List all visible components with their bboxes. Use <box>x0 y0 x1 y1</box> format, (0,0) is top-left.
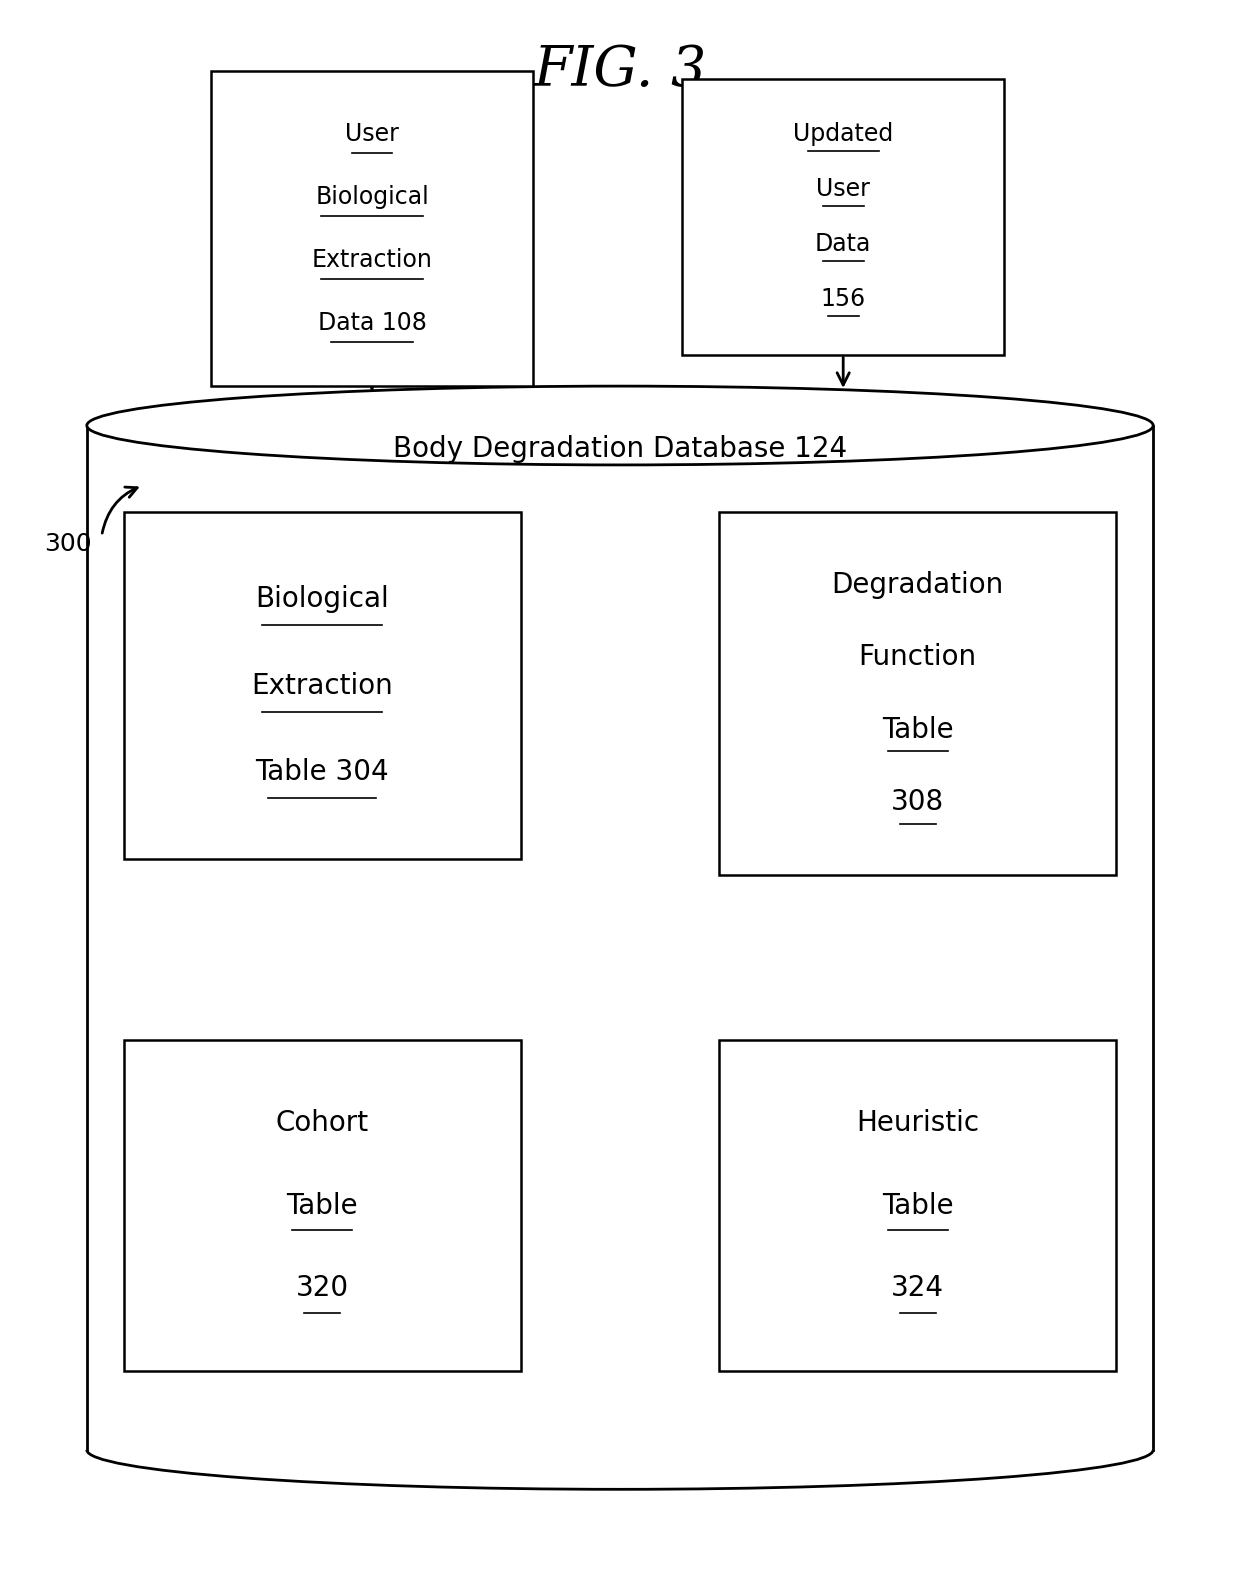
Bar <box>124 1040 521 1371</box>
Ellipse shape <box>87 386 1153 465</box>
Text: FIG. 3: FIG. 3 <box>533 44 707 98</box>
Bar <box>719 512 1116 875</box>
Text: Table: Table <box>882 1191 954 1220</box>
Text: Table: Table <box>286 1191 358 1220</box>
Text: 156: 156 <box>821 287 866 312</box>
Text: 300: 300 <box>45 531 92 556</box>
Text: 324: 324 <box>892 1275 944 1302</box>
Text: Biological: Biological <box>255 585 389 613</box>
Bar <box>124 512 521 859</box>
Text: Function: Function <box>858 643 977 671</box>
Bar <box>719 1040 1116 1371</box>
Bar <box>87 426 1153 1450</box>
Text: User: User <box>345 121 399 147</box>
Text: Extraction: Extraction <box>311 247 433 273</box>
Text: Data 108: Data 108 <box>317 310 427 336</box>
Text: Body Degradation Database 124: Body Degradation Database 124 <box>393 435 847 463</box>
Text: Biological: Biological <box>315 184 429 210</box>
Text: Degradation: Degradation <box>832 571 1003 599</box>
Text: Updated: Updated <box>794 121 893 147</box>
Text: User: User <box>816 177 870 202</box>
Text: 308: 308 <box>892 788 944 816</box>
Bar <box>682 79 1004 355</box>
Text: Table 304: Table 304 <box>255 758 389 786</box>
Text: 320: 320 <box>296 1275 348 1302</box>
Text: Extraction: Extraction <box>252 671 393 700</box>
Text: Heuristic: Heuristic <box>856 1110 980 1136</box>
Text: Table: Table <box>882 716 954 744</box>
Text: Cohort: Cohort <box>275 1110 370 1136</box>
Text: Data: Data <box>815 232 872 257</box>
Bar <box>211 71 533 386</box>
